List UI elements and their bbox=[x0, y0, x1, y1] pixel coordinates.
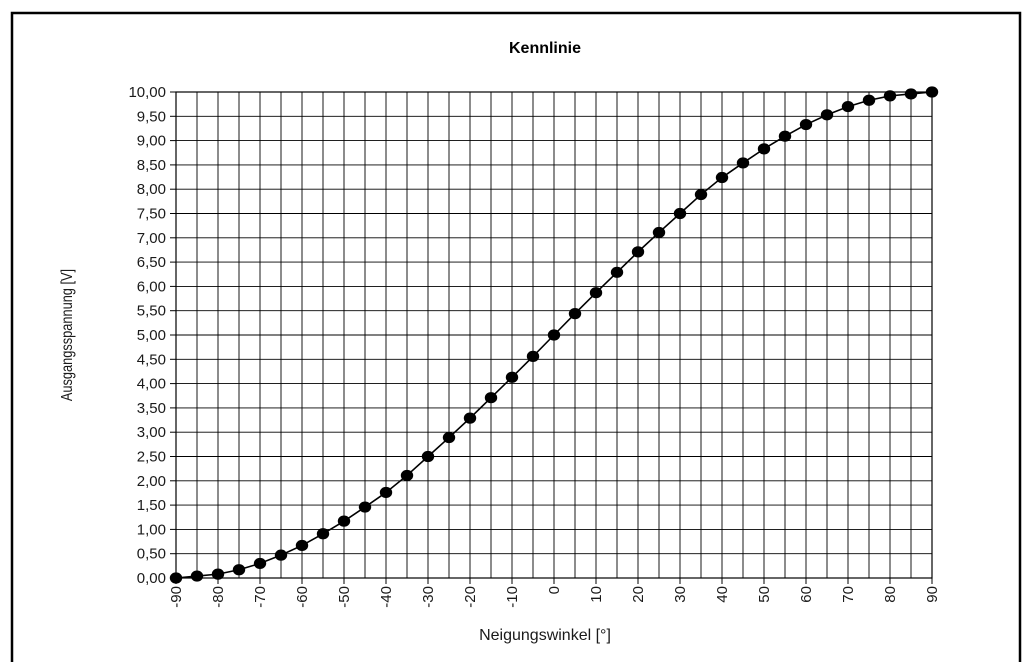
data-point bbox=[736, 157, 750, 169]
y-tick-label: 7,00 bbox=[137, 230, 166, 247]
x-tick-label: 20 bbox=[630, 586, 647, 603]
y-tick-label: 6,00 bbox=[137, 278, 166, 295]
data-point bbox=[925, 86, 939, 98]
y-tick-label: 4,00 bbox=[137, 376, 166, 393]
data-point bbox=[841, 100, 855, 113]
x-tick-label: -80 bbox=[210, 586, 227, 608]
y-tick-label: 7,50 bbox=[137, 206, 166, 223]
data-point bbox=[274, 549, 288, 561]
x-tick-label: 80 bbox=[882, 586, 899, 603]
data-point bbox=[673, 207, 687, 220]
y-tick-label: 1,00 bbox=[137, 521, 166, 538]
y-tick-label: 3,50 bbox=[137, 400, 166, 417]
x-tick-label: 30 bbox=[672, 586, 689, 603]
x-tick-label: -30 bbox=[420, 586, 437, 608]
data-point bbox=[862, 94, 876, 106]
x-axis-tick-labels: -90 -80 -70 -60 -50 -40 -30 -20 -10 0 10 20 30 40 50 60… bbox=[168, 578, 941, 608]
y-tick-label: 0,00 bbox=[137, 570, 166, 587]
data-point bbox=[169, 572, 183, 584]
data-point bbox=[568, 308, 582, 320]
data-point bbox=[421, 450, 435, 463]
x-tick-label: -20 bbox=[462, 586, 479, 608]
y-tick-label: 10,00 bbox=[128, 84, 166, 101]
y-tick-label: 8,00 bbox=[137, 181, 166, 198]
data-point bbox=[484, 392, 498, 404]
data-point bbox=[799, 118, 813, 131]
y-tick-label: 3,00 bbox=[137, 424, 166, 441]
data-point bbox=[820, 109, 834, 121]
data-point bbox=[400, 469, 414, 482]
x-tick-label: -10 bbox=[504, 586, 521, 608]
data-point bbox=[190, 570, 204, 582]
data-point bbox=[883, 90, 897, 102]
data-series bbox=[169, 86, 939, 584]
data-point bbox=[904, 88, 918, 100]
data-point bbox=[778, 130, 792, 142]
y-axis-label: Ausgangsspannung [V] bbox=[59, 269, 77, 401]
data-point bbox=[337, 515, 351, 527]
y-axis-tick-labels: 0,00 0,50 1,00 1,50 2,00 2,50 3,00 3,50 4,00 4,50… bbox=[128, 84, 176, 587]
y-tick-label: 9,00 bbox=[137, 133, 166, 150]
data-point bbox=[652, 226, 666, 239]
y-tick-label: 1,50 bbox=[137, 497, 166, 514]
x-tick-label: 40 bbox=[714, 586, 731, 603]
x-tick-label: 70 bbox=[840, 586, 857, 603]
data-point bbox=[526, 350, 540, 362]
y-tick-label: 5,50 bbox=[137, 303, 166, 320]
y-tick-label: 5,00 bbox=[137, 327, 166, 344]
x-tick-label: 50 bbox=[756, 586, 773, 603]
y-tick-label: 2,50 bbox=[137, 449, 166, 466]
x-tick-label: 90 bbox=[924, 586, 941, 603]
data-point bbox=[295, 539, 309, 552]
x-tick-label: -50 bbox=[336, 586, 353, 608]
y-tick-label: 4,50 bbox=[137, 351, 166, 368]
chart-frame bbox=[10, 11, 1022, 662]
data-point bbox=[694, 188, 708, 201]
data-point bbox=[631, 246, 645, 258]
data-point bbox=[211, 568, 225, 580]
x-tick-label: -70 bbox=[252, 586, 269, 608]
data-point bbox=[232, 564, 246, 576]
y-tick-label: 6,50 bbox=[137, 254, 166, 271]
data-point bbox=[757, 143, 771, 155]
y-tick-label: 2,00 bbox=[137, 473, 166, 490]
data-point bbox=[442, 431, 456, 444]
data-point bbox=[589, 287, 603, 299]
y-tick-label: 8,50 bbox=[137, 157, 166, 174]
data-point bbox=[715, 171, 729, 184]
data-point bbox=[505, 371, 519, 383]
x-tick-label: -40 bbox=[378, 586, 395, 608]
y-tick-label: 9,50 bbox=[137, 108, 166, 125]
chart-title: Kennlinie bbox=[509, 40, 581, 57]
data-point bbox=[358, 501, 372, 513]
data-point bbox=[253, 557, 267, 570]
data-point bbox=[610, 266, 624, 278]
data-point bbox=[547, 329, 561, 341]
data-point bbox=[463, 412, 477, 424]
x-tick-label: -60 bbox=[294, 586, 311, 608]
x-tick-label: 10 bbox=[588, 586, 605, 603]
x-tick-label: 60 bbox=[798, 586, 815, 603]
x-axis-label: Neigungswinkel [°] bbox=[479, 627, 611, 644]
y-tick-label: 0,50 bbox=[137, 546, 166, 563]
data-point bbox=[316, 528, 330, 540]
x-tick-label: -90 bbox=[168, 586, 185, 608]
x-tick-label: 0 bbox=[546, 586, 563, 594]
data-point bbox=[379, 486, 393, 499]
